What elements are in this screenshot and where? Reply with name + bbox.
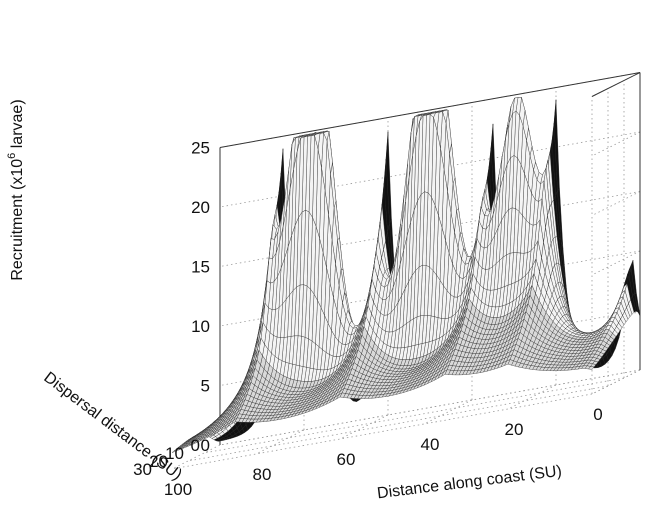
grid-line-y-floor <box>203 377 625 454</box>
x-tick-label: 60 <box>337 450 356 469</box>
grid-line-x-floor <box>423 399 473 425</box>
x-axis-label: Distance along coast (SU) <box>376 463 563 503</box>
y-tick-label: 20 <box>149 452 168 471</box>
z-tick-label: 20 <box>191 198 210 217</box>
grid-line-x-floor <box>591 369 641 395</box>
y-tick-label: 10 <box>165 444 184 463</box>
z-axis-label-prefix: Recruitment (x10 <box>9 159 26 281</box>
z-axis-label-suffix: larvae) <box>9 99 26 152</box>
z-axis-label: Recruitment (x106 larvae) <box>6 99 26 280</box>
surface-mesh <box>171 97 641 453</box>
x-tick-label: 0 <box>593 405 602 424</box>
grid-line-z-side <box>591 131 641 157</box>
y-tick-label: 30 <box>133 460 152 479</box>
z-tick-label: 5 <box>201 377 210 396</box>
x-tick-label: 20 <box>505 420 524 439</box>
z-tick-label: 25 <box>191 139 210 158</box>
grid-line-x-floor <box>255 429 305 455</box>
z-tick-label: 10 <box>191 317 210 336</box>
grid-line-y-floor <box>219 369 641 446</box>
x-tick-label: 100 <box>164 480 192 499</box>
grid-line-y-floor <box>171 393 593 470</box>
grid-line-z-side <box>591 191 641 216</box>
y-axis-label: Dispersal distance (SU) <box>40 369 184 484</box>
y-tick-label: 0 <box>191 436 200 455</box>
grid-line-y-floor <box>187 385 609 462</box>
grid-line-x-floor <box>507 384 557 410</box>
box-edge <box>219 72 641 148</box>
grid-line-x-floor <box>339 414 389 440</box>
x-tick-label: 80 <box>253 465 272 484</box>
z-tick-label: 15 <box>191 258 210 277</box>
box-edge <box>591 72 641 97</box>
z-tick-label: 0 <box>201 436 210 455</box>
x-tick-label: 40 <box>421 435 440 454</box>
surface-cell <box>171 449 178 453</box>
z-axis-label-exponent: 6 <box>6 153 18 159</box>
